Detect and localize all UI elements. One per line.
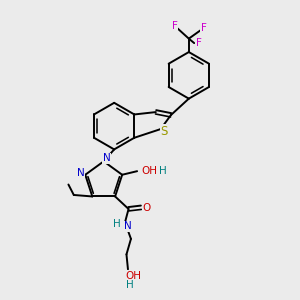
Text: H: H (113, 219, 121, 229)
Text: O: O (142, 202, 151, 212)
Text: H: H (126, 280, 133, 290)
Text: H: H (159, 166, 167, 176)
Text: N: N (103, 153, 111, 164)
Text: N: N (77, 168, 85, 178)
Text: N: N (124, 221, 132, 231)
Text: F: F (196, 38, 202, 48)
Text: OH: OH (142, 166, 158, 176)
Text: OH: OH (125, 271, 141, 281)
Text: F: F (172, 21, 178, 31)
Text: F: F (201, 22, 207, 33)
Text: S: S (160, 125, 168, 138)
